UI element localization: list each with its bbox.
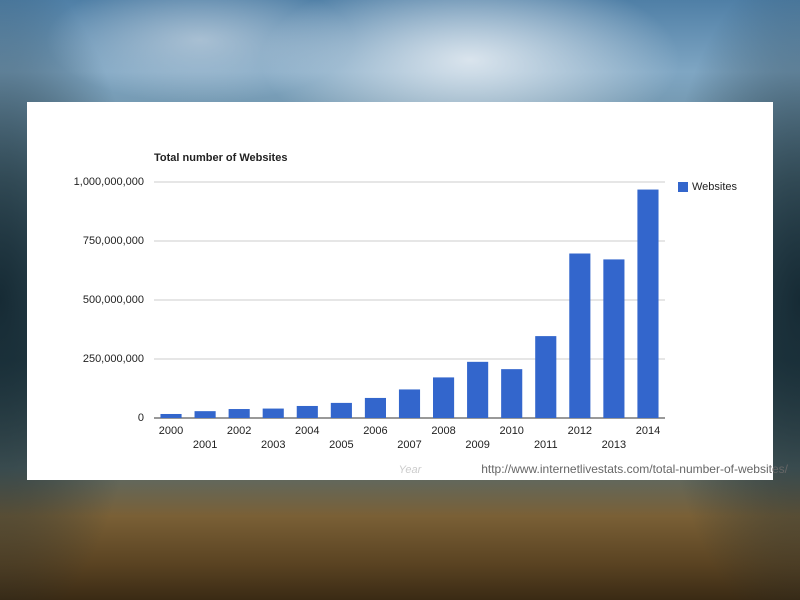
- x-tick-label: 2003: [261, 439, 285, 451]
- bar: [194, 411, 216, 418]
- x-tick-label: 2001: [193, 439, 217, 451]
- bar: [433, 377, 455, 418]
- bar: [535, 336, 557, 418]
- bar: [296, 405, 318, 418]
- x-tick-label: 2007: [397, 439, 421, 451]
- x-tick-label: 2009: [465, 439, 489, 451]
- y-tick-label: 250,000,000: [83, 353, 144, 365]
- bar: [637, 189, 659, 418]
- bar: [603, 259, 625, 418]
- bar: [262, 408, 284, 418]
- source-text: http://www.internetlivestats.com/total-n…: [481, 462, 788, 476]
- x-tick-label: 2000: [159, 425, 183, 437]
- x-tick-label: 2010: [499, 425, 523, 437]
- x-tick-label: 2004: [295, 425, 319, 437]
- y-tick-label: 500,000,000: [83, 294, 144, 306]
- bar: [330, 402, 352, 418]
- y-tick-label: 0: [138, 412, 144, 424]
- bar: [398, 389, 421, 418]
- y-tick-label: 1,000,000,000: [74, 176, 144, 188]
- bar: [160, 413, 182, 418]
- bar: [569, 253, 591, 418]
- x-tick-label: 2002: [227, 425, 251, 437]
- x-axis-title: Year: [399, 464, 423, 476]
- legend-label: Websites: [692, 181, 738, 193]
- bar: [467, 361, 489, 418]
- x-tick-label: 2014: [636, 425, 660, 437]
- legend-swatch: [678, 182, 688, 192]
- y-tick-label: 750,000,000: [83, 235, 144, 247]
- bar: [501, 369, 523, 418]
- chart-title: Total number of Websites: [154, 152, 287, 164]
- x-tick-label: 2012: [568, 425, 592, 437]
- bar: [364, 397, 386, 418]
- x-tick-label: 2013: [602, 439, 626, 451]
- bar: [228, 409, 250, 418]
- x-tick-label: 2006: [363, 425, 387, 437]
- x-tick-label: 2008: [431, 425, 455, 437]
- x-tick-label: 2011: [534, 439, 558, 451]
- x-tick-label: 2005: [329, 439, 353, 451]
